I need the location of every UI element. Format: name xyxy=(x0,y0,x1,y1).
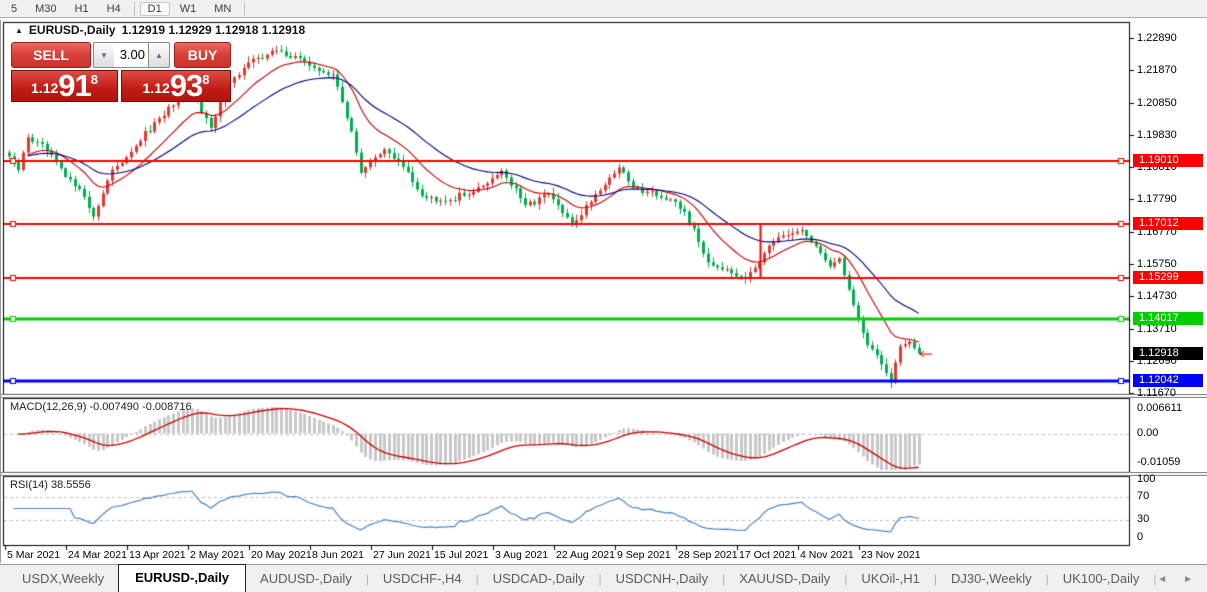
timeframe-button-5[interactable]: 5 xyxy=(11,2,18,15)
rsi-pane-splitter[interactable] xyxy=(1,472,1207,476)
tab-separator: | xyxy=(1153,572,1157,586)
price-axis-tick: 1.21870 xyxy=(1137,64,1177,77)
sell-button[interactable]: SELL xyxy=(11,42,91,68)
volume-decrease-button[interactable]: ▼ xyxy=(93,42,115,68)
date-axis-label: 4 Nov 2021 xyxy=(800,549,854,561)
chart-window: ▲ EURUSD-,Daily 1.12919 1.12929 1.12918 … xyxy=(0,20,1207,563)
volume-increase-button[interactable]: ▲ xyxy=(148,42,170,68)
price-axis-tick: 1.14730 xyxy=(1137,290,1177,303)
rsi-indicator-label: RSI(14) 38.5556 xyxy=(10,479,91,491)
chart-tab-audusd-daily[interactable]: AUDUSD-,Daily xyxy=(260,571,352,586)
sell-price-big-digits: 91 xyxy=(58,68,91,103)
toolbar-separator xyxy=(244,1,246,16)
price-level-label[interactable]: 1.14017 xyxy=(1133,311,1203,325)
chart-tab-dj30-weekly[interactable]: DJ30-,Weekly xyxy=(950,571,1032,586)
date-axis-label: 27 Jun 2021 xyxy=(373,549,431,561)
date-axis-label: 9 Sep 2021 xyxy=(617,549,671,561)
timeframe-button-d1[interactable]: D1 xyxy=(139,1,170,16)
price-axis-tick: 1.22890 xyxy=(1137,32,1177,44)
sell-price-pip-digit: 8 xyxy=(90,72,98,87)
sell-price-display[interactable]: 1.12 91 8 xyxy=(11,70,118,102)
buy-price-display[interactable]: 1.12 93 8 xyxy=(121,70,231,102)
tab-scroll-arrows: ◄ ► xyxy=(1157,574,1193,585)
tab-separator: | xyxy=(475,572,479,586)
indicator-axis-tick: 0.006611 xyxy=(1137,402,1183,414)
volume-input[interactable]: 3.00 xyxy=(114,42,148,68)
chart-tab-eurusd-daily[interactable]: EURUSD-,Daily xyxy=(118,564,247,592)
indicator-axis-tick: 70 xyxy=(1137,490,1150,502)
price-axis-tick: 1.17790 xyxy=(1137,193,1177,206)
chart-tab-usdchf-h4[interactable]: USDCHF-,H4 xyxy=(382,571,462,586)
tab-scroll-left-icon[interactable]: ◄ xyxy=(1157,574,1168,585)
timeframe-toolbar: 5 M30 H1 H4 D1 W1 MN xyxy=(0,0,1207,18)
price-axis-tick: 1.19830 xyxy=(1137,128,1177,141)
macd-indicator-label: MACD(12,26,9) -0.007490 -0.008716 xyxy=(10,401,192,413)
tab-separator: | xyxy=(1045,572,1049,586)
date-axis-label: 20 May 2021 xyxy=(251,549,312,561)
date-axis-label: 22 Aug 2021 xyxy=(556,549,615,561)
tab-scroll-right-icon[interactable]: ► xyxy=(1183,574,1193,585)
chart-tab-usdcad-daily[interactable]: USDCAD-,Daily xyxy=(492,571,585,586)
price-level-label[interactable]: 1.17012 xyxy=(1133,217,1203,230)
price-axis-tick: 1.11670 xyxy=(1137,387,1176,400)
indicator-axis-tick: -0.01059 xyxy=(1137,456,1181,468)
price-axis-tick: 1.13710 xyxy=(1137,322,1177,335)
quote-ohlc: 1.12919 1.12929 1.12918 1.12918 xyxy=(121,23,306,37)
toolbar-separator xyxy=(133,1,135,16)
chart-tab-usdcnh-daily[interactable]: USDCNH-,Daily xyxy=(615,571,709,586)
date-axis-label: 3 Aug 2021 xyxy=(495,549,549,561)
symbol-label: EURUSD-,Daily xyxy=(28,23,116,37)
buy-price-prefix: 1.12 xyxy=(142,80,170,96)
indicator-axis-tick: 0 xyxy=(1137,531,1144,543)
indicator-axis-tick: 30 xyxy=(1137,513,1150,525)
date-axis-label: 5 Mar 2021 xyxy=(7,549,61,561)
buy-button[interactable]: BUY xyxy=(174,42,231,68)
macd-pane-splitter[interactable] xyxy=(1,394,1207,398)
tab-separator: | xyxy=(844,572,848,586)
timeframe-button-mn[interactable]: MN xyxy=(214,2,232,15)
price-level-label[interactable]: 1.12042 xyxy=(1133,374,1203,388)
chart-tab-xauusd-daily[interactable]: XAUUSD-,Daily xyxy=(739,571,831,586)
indicator-axis-tick: 0.00 xyxy=(1137,427,1159,439)
date-axis-label: 8 Jun 2021 xyxy=(312,549,364,561)
indicator-axis-tick: 100 xyxy=(1137,473,1156,485)
sell-price-prefix: 1.12 xyxy=(31,80,59,96)
buy-price-big-digits: 93 xyxy=(169,68,203,103)
chart-title: ▲ EURUSD-,Daily 1.12919 1.12929 1.12918 … xyxy=(15,23,305,37)
price-level-label[interactable]: 1.19010 xyxy=(1133,153,1203,167)
price-level-label[interactable]: 1.15299 xyxy=(1133,271,1203,285)
price-axis-tick: 1.20850 xyxy=(1137,96,1177,109)
tab-separator: | xyxy=(365,572,369,586)
tab-separator: | xyxy=(722,572,726,586)
date-axis-label: 17 Oct 2021 xyxy=(739,549,797,561)
date-axis-label: 24 Mar 2021 xyxy=(68,549,127,561)
date-axis-label: 28 Sep 2021 xyxy=(678,549,738,561)
timeframe-button-h1[interactable]: H1 xyxy=(74,2,89,15)
date-axis-label: 15 Jul 2021 xyxy=(434,549,489,561)
date-axis-label: 2 May 2021 xyxy=(190,549,245,561)
buy-price-pip-digit: 8 xyxy=(202,72,210,87)
chart-tab-ukoil-h1[interactable]: UKOil-,H1 xyxy=(861,571,920,586)
tab-separator: | xyxy=(598,572,602,586)
price-level-label[interactable]: 1.12918 xyxy=(1133,346,1203,360)
timeframe-button-m30[interactable]: M30 xyxy=(35,2,57,15)
date-axis-label: 23 Nov 2021 xyxy=(861,549,921,561)
collapse-panel-icon[interactable]: ▲ xyxy=(15,25,23,35)
chart-tab-usdx-weekly[interactable]: USDX,Weekly xyxy=(22,571,105,586)
chart-tab-bar: USDX,Weekly EURUSD-,Daily AUDUSD-,Daily | US… xyxy=(0,564,1207,592)
timeframe-button-w1[interactable]: W1 xyxy=(179,2,197,15)
chart-tab-uk100-daily[interactable]: UK100-,Daily xyxy=(1062,571,1140,586)
timeframe-button-h4[interactable]: H4 xyxy=(106,2,121,15)
price-axis-tick: 1.15750 xyxy=(1137,257,1177,270)
tab-separator: | xyxy=(933,572,937,586)
date-axis-label: 13 Apr 2021 xyxy=(129,549,186,561)
